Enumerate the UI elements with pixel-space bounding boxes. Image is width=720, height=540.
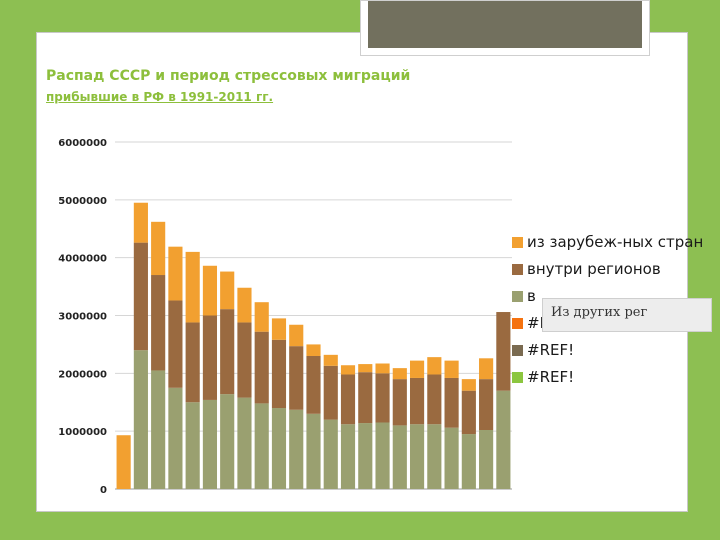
y-tick-label: 4000000 xyxy=(58,254,107,265)
overlay-label-box: Из других рег xyxy=(542,298,712,332)
legend-item: внутри регионов xyxy=(512,259,712,280)
legend-label: #REF! xyxy=(527,341,575,359)
bar-segment xyxy=(220,271,235,310)
header-decoration-fill xyxy=(368,1,642,48)
bar-segment xyxy=(392,425,407,489)
bar-segment xyxy=(168,387,183,489)
legend-label: #REF! xyxy=(527,368,575,386)
bar-segment xyxy=(289,346,304,410)
bar-segment xyxy=(375,363,390,374)
bar-segment xyxy=(375,373,390,423)
bar-segment xyxy=(306,344,321,356)
bar-segment xyxy=(409,377,425,425)
bar-segment xyxy=(461,434,476,489)
y-tick-label: 5000000 xyxy=(58,196,107,207)
y-tick-label: 1000000 xyxy=(58,427,107,438)
bar-segment xyxy=(168,300,183,388)
bar-segment xyxy=(306,413,321,489)
bar-segment xyxy=(375,422,390,489)
legend-item: #REF! xyxy=(512,340,712,361)
bar-segment xyxy=(237,287,252,323)
bar-segment xyxy=(323,419,338,489)
legend-item: в xyxy=(512,286,712,307)
bar-segment xyxy=(254,403,269,489)
bar-segment xyxy=(151,221,166,276)
bar-segment xyxy=(185,402,200,489)
bar-segment xyxy=(427,424,442,489)
bar-segment xyxy=(427,357,442,375)
slide-title: Распад СССР и период стрессовых миграций xyxy=(46,68,411,84)
bar-segment xyxy=(479,430,494,489)
bar-segment xyxy=(289,409,304,489)
bar-segment xyxy=(444,360,459,378)
bar-segment xyxy=(202,399,218,489)
bar-segment xyxy=(427,374,442,425)
bar-segment xyxy=(444,427,459,489)
bar-segment xyxy=(116,435,131,489)
bar-segment xyxy=(358,364,373,373)
bar-segment xyxy=(271,318,287,340)
bar-segment xyxy=(392,368,407,380)
bar-segment xyxy=(271,339,287,409)
bar-segment xyxy=(323,354,338,366)
slide-subtitle: прибывшие в РФ в 1991-2011 гг. xyxy=(46,90,274,104)
bar-segment xyxy=(151,275,166,371)
bar-segment xyxy=(133,350,148,489)
legend-swatch xyxy=(512,345,523,356)
y-tick-label: 2000000 xyxy=(58,369,107,380)
bar-segment xyxy=(254,331,269,404)
chart-y-axis: 0 1000000 2000000 3000000 4000000 5000000 6000… xyxy=(58,138,107,496)
legend-label: внутри регионов xyxy=(527,260,661,278)
header-decoration xyxy=(360,0,650,56)
bar-segment xyxy=(306,355,321,414)
bar-segment xyxy=(202,315,218,400)
bar-segment xyxy=(271,408,287,489)
bar-segment xyxy=(133,202,148,243)
bar-segment xyxy=(461,390,476,435)
bar-segment xyxy=(444,377,459,428)
legend-swatch xyxy=(512,237,523,248)
bar-segment xyxy=(358,423,373,489)
bar-segment xyxy=(289,324,304,347)
bar-segment xyxy=(496,390,511,489)
legend-swatch xyxy=(512,264,523,275)
bar-segment xyxy=(185,322,200,403)
bar-segment xyxy=(461,379,476,391)
legend-label: в xyxy=(527,287,536,305)
bar-segment xyxy=(358,372,373,424)
bar-segment xyxy=(323,365,338,420)
legend-swatch xyxy=(512,291,523,302)
bar-segment xyxy=(237,322,252,398)
bar-segment xyxy=(392,379,407,426)
bar-segment xyxy=(185,251,200,323)
legend-label: из зарубеж-ных стран xyxy=(527,233,704,251)
bar-segment xyxy=(496,312,511,391)
bar-segment xyxy=(479,358,494,380)
bar-segment xyxy=(220,309,235,395)
bar-segment xyxy=(220,394,235,489)
legend-item: #REF! xyxy=(512,367,712,388)
y-tick-label: 0 xyxy=(100,485,107,496)
bar-segment xyxy=(202,265,218,316)
legend-swatch xyxy=(512,318,523,329)
bar-segment xyxy=(151,370,166,489)
y-tick-label: 6000000 xyxy=(58,138,107,149)
legend-swatch xyxy=(512,372,523,383)
bar-segment xyxy=(340,424,356,489)
bar-segment xyxy=(340,374,356,425)
bar-segment xyxy=(168,246,183,301)
bar-segment xyxy=(409,424,425,489)
bar-segment xyxy=(237,397,252,489)
bar-segment xyxy=(479,379,494,431)
bar-segment xyxy=(340,365,356,375)
bar-segment xyxy=(254,302,269,332)
chart-bars xyxy=(116,202,511,489)
bar-segment xyxy=(133,242,148,351)
legend-item: из зарубеж-ных стран xyxy=(512,232,712,253)
y-tick-label: 3000000 xyxy=(58,312,107,323)
bar-segment xyxy=(409,360,425,378)
